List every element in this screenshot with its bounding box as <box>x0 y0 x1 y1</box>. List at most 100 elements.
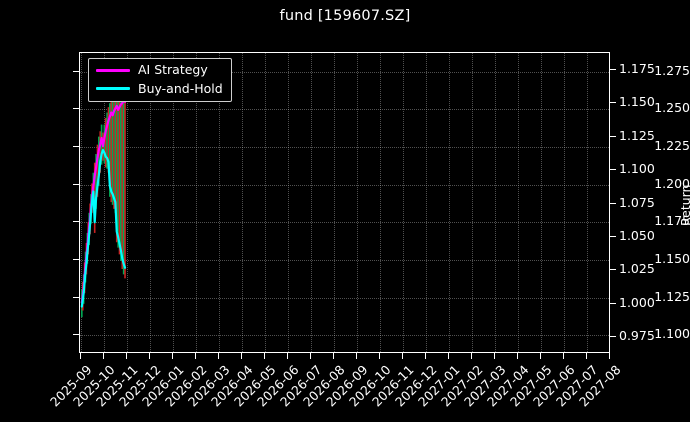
x-axis-tick <box>378 353 380 359</box>
gridline-vertical <box>219 53 221 352</box>
y-axis-right-tick <box>610 202 616 204</box>
x-axis-tick <box>333 353 335 359</box>
x-axis-tick <box>539 353 541 359</box>
gridline-horizontal <box>80 71 609 73</box>
y-axis-left-tick-label: 1.225 <box>654 138 690 154</box>
gridline-vertical <box>586 53 588 352</box>
x-axis-tick <box>264 353 266 359</box>
x-axis-tick <box>608 353 610 359</box>
gridline-vertical <box>517 53 519 352</box>
x-axis-tick <box>585 353 587 359</box>
x-axis-tick <box>80 353 82 359</box>
x-axis-tick <box>562 353 564 359</box>
x-axis-tick <box>172 353 174 359</box>
gridline-vertical <box>563 53 565 352</box>
series-svg <box>80 87 127 318</box>
y-axis-right-tick-label: 1.150 <box>619 94 655 110</box>
y-axis-left-tick-label: 1.200 <box>654 175 690 191</box>
x-axis-tick <box>149 353 151 359</box>
gridline-vertical <box>127 53 129 352</box>
gridline-horizontal <box>80 184 609 186</box>
gridline-vertical <box>356 53 358 352</box>
y-axis-right-title: Return <box>678 184 690 226</box>
x-axis-tick <box>218 353 220 359</box>
gridline-horizontal <box>80 259 609 261</box>
x-axis-tick <box>310 353 312 359</box>
gridline-vertical <box>425 53 427 352</box>
gridline-vertical <box>311 53 313 352</box>
gridline-vertical <box>104 53 106 352</box>
y-axis-right-tick-label: 1.025 <box>619 261 655 277</box>
legend-color-swatch <box>96 87 130 91</box>
gridline-vertical <box>402 53 404 352</box>
legend-item-label: Buy-and-Hold <box>138 80 223 96</box>
y-axis-left-tick-label: 1.250 <box>654 100 690 116</box>
gridline-vertical <box>540 53 542 352</box>
y-axis-left-tick <box>73 183 79 185</box>
y-axis-left-tick <box>73 296 79 298</box>
x-axis-tick <box>470 353 472 359</box>
gridline-vertical <box>196 53 198 352</box>
y-axis-left-tick <box>73 334 79 336</box>
legend-item[interactable]: Buy-and-Hold <box>96 80 223 96</box>
x-axis-tick <box>401 353 403 359</box>
y-axis-right-tick <box>610 269 616 271</box>
gridline-vertical <box>265 53 267 352</box>
y-axis-left-tick <box>73 221 79 223</box>
y-axis-right-tick <box>610 68 616 70</box>
gridline-vertical <box>150 53 152 352</box>
gridline-horizontal <box>80 222 609 224</box>
y-axis-right-tick <box>610 135 616 137</box>
legend-color-swatch <box>96 68 130 72</box>
y-axis-left-tick <box>73 258 79 260</box>
y-axis-right-tick-label: 1.125 <box>619 127 655 143</box>
y-axis-left-tick <box>73 70 79 72</box>
gridline-horizontal <box>80 297 609 299</box>
gridline-horizontal <box>80 109 609 111</box>
gridline-vertical <box>494 53 496 352</box>
gridline-vertical <box>379 53 381 352</box>
legend-item-label: AI Strategy <box>138 62 208 77</box>
y-axis-right-tick <box>610 336 616 338</box>
y-axis-left-tick-label: 1.275 <box>654 62 690 78</box>
gridline-vertical <box>288 53 290 352</box>
x-axis-tick <box>241 353 243 359</box>
y-axis-left-tick-label: 1.100 <box>654 326 690 342</box>
gridlines <box>80 53 609 352</box>
y-axis-left-title: Price <box>0 171 3 203</box>
y-axis-right-tick-label: 1.100 <box>619 161 655 177</box>
gridline-vertical <box>448 53 450 352</box>
y-axis-right-tick-label: 1.175 <box>619 60 655 76</box>
y-axis-left-tick <box>73 146 79 148</box>
y-axis-left-tick-label: 1.150 <box>654 250 690 266</box>
y-axis-right-tick <box>610 102 616 104</box>
x-axis-tick <box>355 353 357 359</box>
plot-area <box>79 52 610 353</box>
gridline-vertical <box>471 53 473 352</box>
y-axis-right-tick-label: 0.975 <box>619 328 655 344</box>
legend-item[interactable]: AI Strategy <box>96 62 223 77</box>
x-axis-tick <box>103 353 105 359</box>
x-axis-tick <box>126 353 128 359</box>
y-axis-right-tick-label: 1.075 <box>619 194 655 210</box>
x-axis-tick <box>195 353 197 359</box>
y-axis-right-tick <box>610 235 616 237</box>
gridline-vertical <box>242 53 244 352</box>
series-line <box>80 148 127 308</box>
data-series-layer <box>80 53 609 352</box>
page-title: fund [159607.SZ] <box>279 8 411 24</box>
ohlc-wicks <box>81 87 126 318</box>
x-axis-tick <box>424 353 426 359</box>
y-axis-right-tick <box>610 169 616 171</box>
x-axis-tick <box>287 353 289 359</box>
y-axis-right-tick <box>610 302 616 304</box>
y-axis-left-tick <box>73 108 79 110</box>
y-axis-right-tick-label: 1.000 <box>619 294 655 310</box>
x-axis-tick <box>493 353 495 359</box>
x-axis-tick <box>447 353 449 359</box>
gridline-horizontal <box>80 335 609 337</box>
gridline-horizontal <box>80 147 609 149</box>
y-axis-left-tick-label: 1.125 <box>654 288 690 304</box>
x-axis-tick <box>516 353 518 359</box>
